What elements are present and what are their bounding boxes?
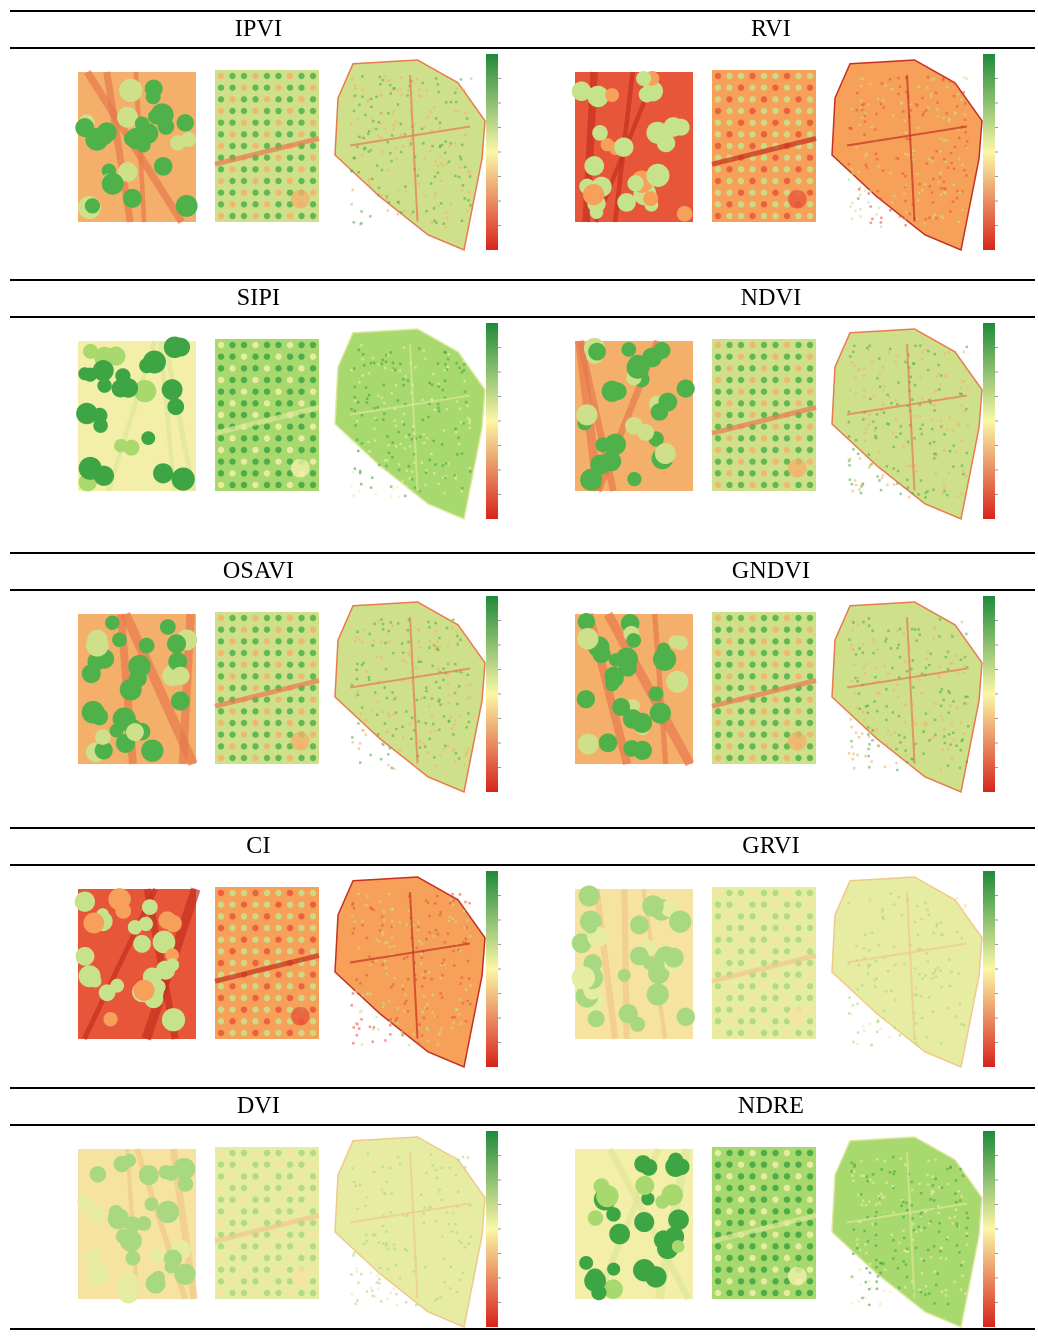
- index-map-panel: [575, 596, 998, 794]
- orthomosaic-tile: [78, 612, 198, 766]
- orthomosaic-tile: [575, 611, 695, 767]
- orthomosaic-tile: [334, 876, 486, 1069]
- table-rule-header: [10, 316, 507, 318]
- orthomosaic-tile: [831, 59, 983, 252]
- table-rule-top: [507, 1087, 1035, 1089]
- index-map-group: [507, 52, 1035, 262]
- index-map-panel: [78, 596, 501, 794]
- orthomosaic-tile: [214, 339, 320, 491]
- orthomosaic-tile: [711, 887, 817, 1039]
- orthomosaic-tile: [575, 1147, 693, 1301]
- orthomosaic-tile: [214, 612, 320, 764]
- index-title: GRVI: [742, 833, 800, 859]
- orthomosaic-tile: [334, 601, 486, 794]
- orthomosaic-tile: [334, 1136, 486, 1329]
- orthomosaic-tile: [831, 328, 983, 521]
- colorbar: [486, 596, 498, 792]
- index-map-panel: [575, 323, 998, 521]
- table-rule-header: [10, 589, 507, 591]
- orthomosaic-tile: [214, 1147, 320, 1299]
- colorbar: [983, 1131, 995, 1327]
- orthomosaic-tile: [571, 885, 695, 1040]
- index-map-panel: [571, 54, 998, 252]
- table-rule-header: [507, 589, 1035, 591]
- index-map-group: [10, 52, 507, 262]
- orthomosaic-tile: [831, 601, 983, 794]
- orthomosaic-tile: [831, 1136, 983, 1329]
- table-rule-top: [10, 10, 507, 12]
- table-rule-header: [10, 47, 507, 49]
- table-rule-top: [507, 279, 1035, 281]
- index-map-group: [507, 594, 1035, 804]
- index-map-group: [507, 869, 1035, 1079]
- table-rule-header: [10, 1124, 507, 1126]
- colorbar: [983, 596, 995, 792]
- table-rule-top: [10, 1087, 507, 1089]
- table-rule-top: [10, 279, 507, 281]
- index-map-group: [507, 321, 1035, 531]
- orthomosaic-tile: [831, 876, 983, 1069]
- index-map-group: [507, 1129, 1035, 1339]
- table-rule-header: [507, 316, 1035, 318]
- table-rule-header: [10, 864, 507, 866]
- orthomosaic-tile: [571, 70, 693, 223]
- orthomosaic-tile: [214, 70, 320, 222]
- index-title: NDVI: [740, 285, 802, 311]
- table-rule-bottom: [10, 1328, 1035, 1330]
- orthomosaic-tile: [74, 887, 201, 1041]
- table-rule-top: [507, 552, 1035, 554]
- index-title: DVI: [236, 1093, 281, 1119]
- colorbar: [983, 871, 995, 1067]
- colorbar: [983, 54, 995, 250]
- index-map-group: [10, 321, 507, 531]
- orthomosaic-tile: [711, 612, 817, 764]
- index-title: CI: [246, 833, 271, 859]
- orthomosaic-tile: [334, 59, 486, 252]
- index-map-group: [10, 1129, 507, 1339]
- colorbar: [486, 54, 498, 250]
- orthomosaic-tile: [214, 887, 320, 1039]
- table-rule-header: [507, 1124, 1035, 1126]
- index-map-panel: [74, 871, 501, 1069]
- index-title: OSAVI: [222, 558, 295, 584]
- table-rule-top: [10, 552, 507, 554]
- colorbar: [983, 323, 995, 519]
- orthomosaic-tile: [575, 337, 695, 493]
- table-rule-header: [507, 47, 1035, 49]
- table-rule-header: [507, 864, 1035, 866]
- index-map-panel: [76, 323, 501, 521]
- index-map-panel: [575, 1131, 998, 1329]
- table-rule-top: [507, 10, 1035, 12]
- index-title: SIPI: [236, 285, 281, 311]
- orthomosaic-tile: [75, 69, 198, 225]
- table-rule-top: [507, 827, 1035, 829]
- colorbar: [486, 1131, 498, 1327]
- table-rule-top: [10, 827, 507, 829]
- index-map-group: [10, 869, 507, 1079]
- colorbar: [486, 871, 498, 1067]
- index-title: RVI: [750, 16, 791, 42]
- index-map-panel: [571, 871, 998, 1069]
- orthomosaic-tile: [77, 1148, 198, 1304]
- orthomosaic-tile: [334, 328, 486, 521]
- index-map-panel: [75, 54, 501, 252]
- index-map-group: [10, 594, 507, 804]
- orthomosaic-tile: [711, 339, 817, 491]
- index-title: GNDVI: [731, 558, 811, 584]
- index-title: NDRE: [737, 1093, 805, 1119]
- orthomosaic-tile: [76, 336, 196, 492]
- index-map-panel: [77, 1131, 501, 1329]
- index-title: IPVI: [234, 16, 283, 42]
- orthomosaic-tile: [711, 70, 817, 222]
- colorbar: [486, 323, 498, 519]
- orthomosaic-tile: [711, 1147, 817, 1299]
